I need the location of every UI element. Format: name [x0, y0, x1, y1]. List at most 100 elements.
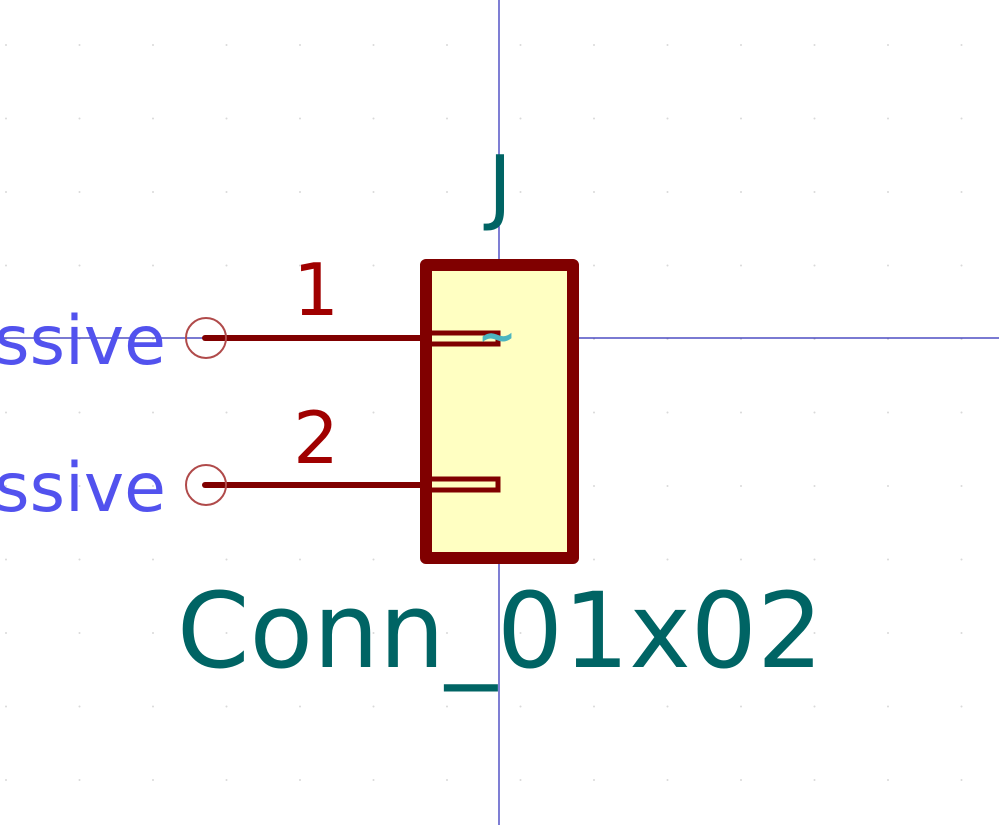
- grid-dot: [887, 705, 889, 708]
- grid-dot: [78, 191, 81, 193]
- grid-dot: [813, 779, 816, 781]
- grid-dot: [593, 44, 595, 46]
- grid-dot: [740, 411, 742, 414]
- grid-dot: [666, 411, 669, 414]
- value-field[interactable]: Conn_01x02: [177, 570, 823, 692]
- grid-dot: [5, 705, 7, 708]
- grid-dot: [225, 411, 228, 414]
- grid-dot: [5, 264, 7, 267]
- grid-dot: [666, 117, 669, 120]
- grid-dot: [813, 117, 816, 120]
- grid-dot: [446, 779, 448, 781]
- grid-dot: [372, 44, 375, 46]
- grid-dot: [666, 485, 669, 487]
- connector-body[interactable]: [420, 259, 579, 564]
- grid-dot: [593, 705, 595, 708]
- grid-dot: [593, 632, 595, 634]
- grid-dot: [299, 558, 301, 561]
- grid-dot: [887, 44, 889, 46]
- grid-dot: [960, 191, 963, 193]
- grid-dot: [78, 44, 81, 46]
- grid-dot: [372, 264, 375, 267]
- grid-dot: [225, 264, 228, 267]
- grid-dot: [593, 191, 595, 193]
- grid-dot: [813, 558, 816, 561]
- grid-dot: [887, 117, 889, 120]
- grid-dot: [225, 632, 228, 634]
- pin-2-endpoint[interactable]: [185, 464, 227, 506]
- grid-dot: [666, 44, 669, 46]
- grid-dot: [152, 779, 154, 781]
- grid-dot: [225, 779, 228, 781]
- grid-dot: [740, 264, 742, 267]
- grid-dot: [960, 117, 963, 120]
- pin-2[interactable]: 2 ssive: [0, 396, 501, 528]
- grid-dot: [813, 411, 816, 414]
- grid-dot: [5, 191, 7, 193]
- grid-dot: [446, 44, 448, 46]
- grid-dot: [813, 485, 816, 487]
- grid-dot: [740, 485, 742, 487]
- grid-dot: [446, 705, 448, 708]
- grid-dot: [813, 705, 816, 708]
- grid-dot: [372, 779, 375, 781]
- grid-dot: [372, 632, 375, 634]
- grid-dot: [887, 191, 889, 193]
- pin-2-contact: [423, 476, 501, 493]
- reference-designator[interactable]: J: [483, 139, 512, 234]
- grid-dot: [78, 779, 81, 781]
- grid-dot: [299, 44, 301, 46]
- grid-dot: [593, 485, 595, 487]
- grid-dot: [960, 485, 963, 487]
- grid-dot: [960, 558, 963, 561]
- grid-dot: [740, 779, 742, 781]
- grid-dot: [740, 44, 742, 46]
- grid-dot: [152, 44, 154, 46]
- grid-dot: [225, 44, 228, 46]
- grid-dot: [5, 632, 7, 634]
- grid-dot: [5, 485, 7, 487]
- grid-dot: [519, 632, 522, 634]
- grid-dot: [5, 411, 7, 414]
- pin-1[interactable]: 1 ssive: [0, 248, 501, 381]
- pin-1-type-label: ssive: [0, 302, 166, 381]
- grid-dot: [593, 117, 595, 120]
- grid-dot: [152, 558, 154, 561]
- grid-dot: [78, 558, 81, 561]
- grid-dot: [78, 485, 81, 487]
- grid-dot: [299, 705, 301, 708]
- grid-dot: [5, 44, 7, 46]
- grid-dot: [225, 558, 228, 561]
- grid-dot: [593, 264, 595, 267]
- grid-dot: [666, 191, 669, 193]
- grid-dot: [78, 264, 81, 267]
- grid-dot: [152, 632, 154, 634]
- pin-2-number: 2: [293, 396, 339, 480]
- grid-dot: [887, 632, 889, 634]
- grid-dot: [299, 411, 301, 414]
- grid-dot: [299, 191, 301, 193]
- grid-dot: [813, 264, 816, 267]
- grid-dot: [78, 411, 81, 414]
- grid-dot: [666, 779, 669, 781]
- grid-dot: [593, 411, 595, 414]
- grid-dot: [740, 117, 742, 120]
- grid-dot: [372, 117, 375, 120]
- pin-1-number: 1: [293, 248, 339, 332]
- grid-dot: [887, 485, 889, 487]
- pin-1-endpoint[interactable]: [185, 317, 227, 359]
- grid-dot: [593, 558, 595, 561]
- grid-dot: [152, 411, 154, 414]
- grid-dot: [299, 779, 301, 781]
- grid-dot: [813, 632, 816, 634]
- grid-dot: [152, 705, 154, 708]
- grid-dot: [152, 264, 154, 267]
- grid-dot: [887, 264, 889, 267]
- grid-dot: [960, 705, 963, 708]
- grid-dot: [740, 632, 742, 634]
- grid-dot: [960, 264, 963, 267]
- grid-dot: [372, 191, 375, 193]
- grid-dot: [372, 705, 375, 708]
- pin-1-contact: [423, 330, 501, 347]
